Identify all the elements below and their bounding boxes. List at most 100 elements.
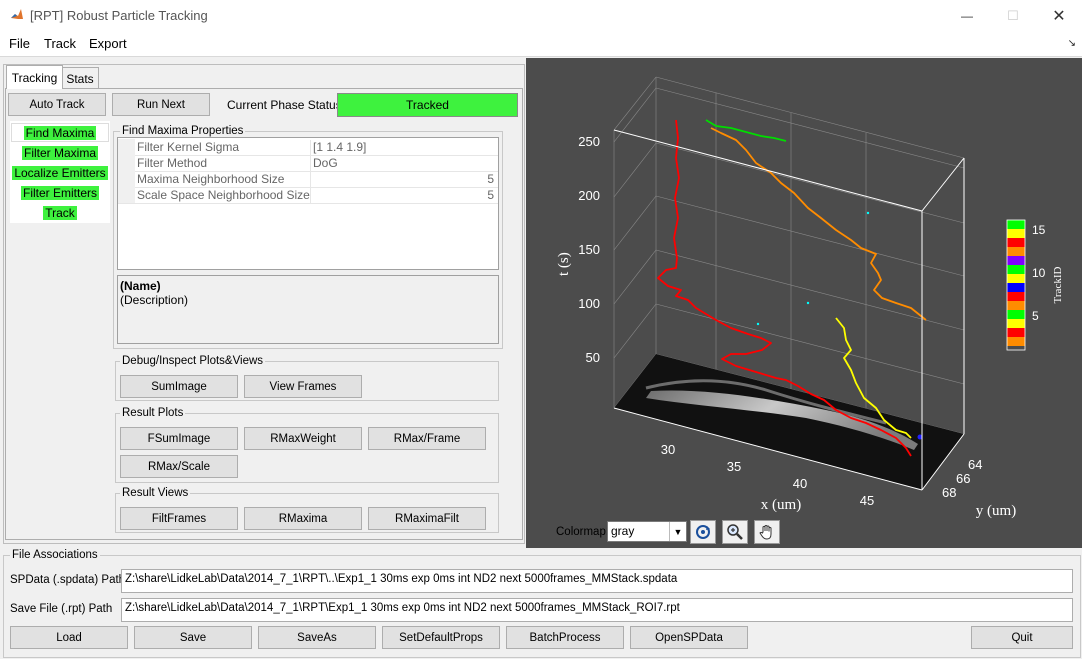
- colorbar-label: TrackID: [1052, 267, 1064, 304]
- track-blue: [917, 434, 923, 440]
- phase-label: Localize Emitters: [12, 165, 108, 180]
- sum-image-floor: [614, 354, 964, 490]
- run-next-button[interactable]: Run Next: [112, 93, 210, 116]
- save-file-path-label: Save File (.rpt) Path: [10, 603, 113, 615]
- z-tick: 50: [586, 350, 600, 365]
- track-green: [705, 119, 787, 142]
- window-title: [RPT] Robust Particle Tracking: [30, 8, 208, 23]
- rmaxima-button[interactable]: RMaxima: [244, 507, 362, 530]
- debug-group-label: Debug/Inspect Plots&Views: [120, 355, 266, 367]
- phase-status-indicator: Tracked: [337, 93, 518, 117]
- tab-tracking[interactable]: Tracking: [6, 65, 63, 89]
- rmax-scale-button[interactable]: RMax/Scale: [120, 455, 238, 478]
- zoom-button[interactable]: [722, 520, 748, 544]
- result-plots-group: [115, 413, 499, 483]
- save-file-path-field[interactable]: Z:\share\LidkeLab\Data\2014_7_1\RPT\Exp1…: [121, 598, 1073, 622]
- property-name: Filter Method: [137, 156, 208, 170]
- phase-localize-emitters[interactable]: Localize Emitters: [11, 163, 109, 182]
- rotate-3d-icon: [696, 525, 710, 539]
- point: [806, 301, 810, 305]
- spdata-path-label: SPData (.spdata) Path: [10, 574, 126, 586]
- y-axis-label: y (um): [976, 503, 1016, 519]
- title-bar: [RPT] Robust Particle Tracking — ☐ ✕: [0, 0, 1082, 32]
- x-tick: 45: [860, 493, 874, 508]
- pan-button[interactable]: [754, 520, 780, 544]
- x-tick: 35: [727, 459, 741, 474]
- tab-stats[interactable]: Stats: [61, 67, 99, 89]
- property-value[interactable]: [1 1.4 1.9]: [310, 140, 499, 155]
- property-value[interactable]: DoG: [310, 156, 499, 171]
- menu-track[interactable]: Track: [44, 36, 77, 51]
- property-row[interactable]: Scale Space Neighborhood Size 5: [118, 187, 498, 204]
- rotate-3d-button[interactable]: [690, 520, 716, 544]
- zoom-icon: [727, 524, 743, 540]
- filtframes-button[interactable]: FiltFrames: [120, 507, 238, 530]
- dock-arrow-icon[interactable]: ↘: [1067, 38, 1076, 49]
- phase-track[interactable]: Track: [11, 203, 109, 222]
- property-value[interactable]: 5: [310, 172, 496, 187]
- menu-bar: File Track Export ↘: [0, 32, 1082, 57]
- property-row[interactable]: Maxima Neighborhood Size 5: [118, 171, 498, 188]
- z-tick: 150: [578, 242, 600, 257]
- y-tick: 64: [968, 457, 982, 472]
- batch-process-button[interactable]: BatchProcess: [506, 626, 624, 649]
- z-tick: 200: [578, 188, 600, 203]
- save-button[interactable]: Save: [134, 626, 252, 649]
- floor-trail: [645, 379, 887, 425]
- close-icon: ✕: [1052, 8, 1066, 25]
- plot-area[interactable]: 250 200 150 100 50 t (s) 30 35 40 45 x (…: [526, 58, 1082, 548]
- floor-intensity: [646, 390, 918, 450]
- result-views-group-label: Result Views: [120, 487, 191, 499]
- box-outline: [613, 129, 965, 491]
- sumimage-button[interactable]: SumImage: [120, 375, 238, 398]
- load-button[interactable]: Load: [10, 626, 128, 649]
- colorbar-tick: 10: [1032, 266, 1046, 280]
- z-tick: 100: [578, 296, 600, 311]
- view-frames-button[interactable]: View Frames: [244, 375, 362, 398]
- rmax-frame-button[interactable]: RMax/Frame: [368, 427, 486, 450]
- rmaxweight-button[interactable]: RMaxWeight: [244, 427, 362, 450]
- property-description: (Name) (Description): [117, 275, 499, 344]
- x-tick: 40: [793, 476, 807, 491]
- quit-button[interactable]: Quit: [971, 626, 1073, 649]
- track-plot-3d[interactable]: 250 200 150 100 50 t (s) 30 35 40 45 x (…: [526, 58, 1082, 548]
- minimize-button[interactable]: —: [944, 0, 990, 32]
- menu-export[interactable]: Export: [89, 36, 127, 51]
- property-grid[interactable]: Filter Kernel Sigma [1 1.4 1.9] Filter Me…: [117, 137, 499, 270]
- property-row[interactable]: Filter Kernel Sigma [1 1.4 1.9]: [118, 139, 498, 156]
- property-value[interactable]: 5: [310, 188, 496, 203]
- phase-label: Find Maxima: [23, 125, 97, 140]
- colormap-select[interactable]: gray ▼: [607, 521, 687, 542]
- fsumimage-button[interactable]: FSumImage: [120, 427, 238, 450]
- y-tick: 66: [956, 471, 970, 486]
- maximize-button[interactable]: ☐: [990, 0, 1036, 32]
- property-row[interactable]: Filter Method DoG: [118, 155, 498, 172]
- phase-find-maxima[interactable]: Find Maxima: [11, 123, 109, 142]
- point: [866, 211, 870, 215]
- pan-hand-icon: [759, 525, 772, 540]
- result-plots-group-label: Result Plots: [120, 407, 186, 419]
- open-spdata-button[interactable]: OpenSPData: [630, 626, 748, 649]
- close-button[interactable]: ✕: [1036, 0, 1082, 32]
- rmaximafilt-button[interactable]: RMaximaFilt: [368, 507, 486, 530]
- colormap-value: gray: [611, 524, 635, 538]
- colormap-label: Colormap:: [556, 526, 610, 538]
- phase-filter-emitters[interactable]: Filter Emitters: [11, 183, 109, 202]
- auto-track-button[interactable]: Auto Track: [8, 93, 106, 116]
- menu-file[interactable]: File: [9, 36, 30, 51]
- x-axis-label: x (um): [761, 497, 801, 513]
- chevron-down-icon: ▼: [669, 522, 686, 541]
- property-name: Filter Kernel Sigma: [137, 140, 240, 154]
- z-axis-label: t (s): [556, 252, 572, 276]
- spdata-path-field[interactable]: Z:\share\LidkeLab\Data\2014_7_1\RPT\..\E…: [121, 569, 1073, 593]
- matlab-logo-icon: [9, 7, 25, 23]
- maximize-icon: ☐: [1007, 8, 1019, 23]
- phase-status-label: Current Phase Status:: [227, 98, 346, 112]
- y-tick: 68: [942, 485, 956, 500]
- phase-label: Track: [43, 205, 77, 220]
- set-default-props-button[interactable]: SetDefaultProps: [382, 626, 500, 649]
- phase-filter-maxima[interactable]: Filter Maxima: [11, 143, 109, 162]
- save-as-button[interactable]: SaveAs: [258, 626, 376, 649]
- point: [756, 322, 760, 326]
- find-maxima-group: [113, 131, 503, 349]
